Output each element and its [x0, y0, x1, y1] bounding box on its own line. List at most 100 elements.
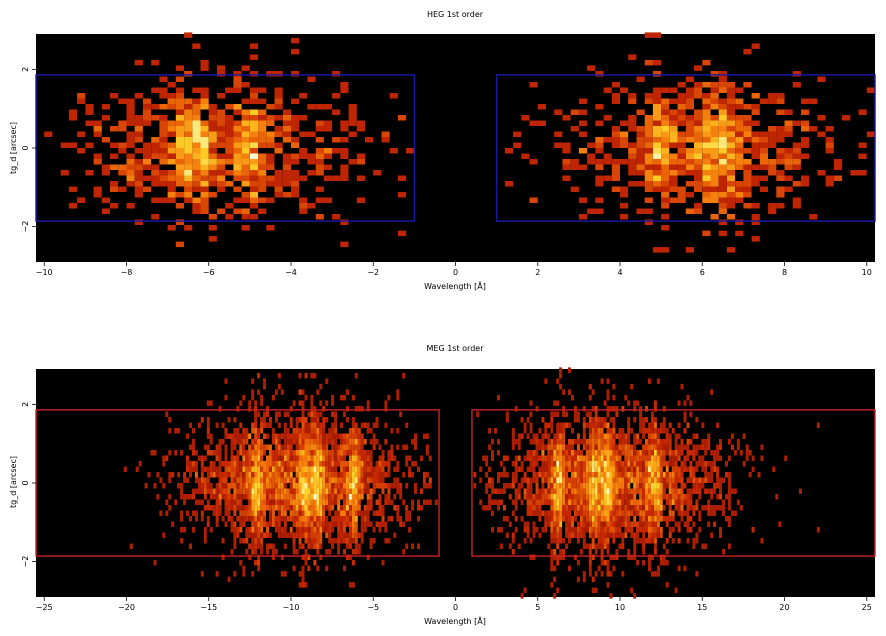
heg-count-cell: [241, 214, 250, 220]
heg-count-cell: [702, 153, 711, 159]
meg-count-cell: [606, 461, 610, 467]
meg-count-cell: [233, 455, 237, 461]
heg-count-cell: [702, 142, 711, 148]
meg-count-cell: [295, 521, 299, 527]
heg-count-cell: [175, 109, 184, 115]
meg-count-cell: [633, 461, 637, 467]
heg-count-cell: [126, 181, 135, 187]
heg-count-cell: [661, 159, 670, 165]
meg-count-cell: [553, 466, 557, 472]
meg-count-cell: [411, 543, 415, 549]
meg-count-cell: [571, 483, 574, 489]
heg-count-cell: [200, 208, 209, 214]
meg-count-cell: [532, 450, 536, 456]
meg-count-cell: [192, 444, 195, 450]
meg-count-cell: [639, 494, 643, 500]
meg-count-cell: [274, 444, 278, 450]
meg-count-cell: [639, 538, 643, 544]
heg-count-cell: [776, 126, 785, 132]
meg-count-cell: [642, 466, 646, 472]
meg-count-cell: [289, 461, 293, 467]
heg-count-cell: [167, 126, 176, 132]
heg-count-cell: [726, 164, 736, 170]
meg-count-cell: [576, 472, 580, 478]
meg-count-cell: [677, 400, 681, 406]
meg-count-cell: [351, 538, 355, 544]
heg-count-cell: [356, 197, 365, 203]
meg-count-cell: [236, 505, 240, 511]
heg-count-cell: [587, 142, 596, 148]
heg-count-cell: [200, 120, 209, 126]
heg-count-cell: [225, 142, 234, 148]
heg-count-cell: [726, 159, 736, 165]
meg-count-cell: [331, 400, 335, 406]
heg-count-cell: [217, 170, 226, 176]
meg-count-cell: [633, 466, 637, 472]
meg-count-cell: [319, 510, 323, 516]
meg-count-cell: [591, 483, 595, 489]
meg-count-cell: [328, 521, 332, 527]
meg-count-cell: [630, 472, 634, 478]
meg-count-cell: [236, 455, 240, 461]
heg-count-cell: [282, 164, 291, 170]
meg-count-cell: [624, 394, 628, 401]
meg-count-cell: [260, 510, 264, 516]
heg-count-cell: [726, 170, 736, 176]
heg-panel: HEG 1st order −10 −8 −6 −4 −2 0 2 4 6 8 10 −202 Wa…: [9, 10, 876, 291]
heg-count-cell: [134, 192, 143, 198]
meg-count-cell: [310, 521, 314, 527]
meg-count-cell: [224, 461, 228, 467]
meg-count-cell: [381, 483, 385, 489]
meg-count-cell: [544, 521, 548, 527]
heg-count-cell: [718, 87, 727, 93]
meg-count-cell: [650, 439, 654, 445]
meg-count-cell: [381, 461, 385, 467]
meg-count-cell: [508, 521, 512, 527]
heg-count-cell: [348, 120, 357, 126]
meg-count-cell: [576, 505, 580, 511]
meg-count-cell: [538, 439, 542, 445]
heg-count-cell: [167, 170, 176, 176]
meg-count-cell: [251, 549, 255, 555]
heg-count-cell: [208, 126, 217, 132]
meg-count-cell: [689, 439, 693, 445]
meg-count-cell: [313, 543, 317, 549]
heg-count-cell: [159, 175, 168, 181]
meg-count-cell: [251, 510, 255, 516]
meg-count-cell: [609, 450, 613, 456]
meg-count-cell: [588, 532, 592, 538]
meg-count-cell: [713, 461, 717, 467]
meg-count-cell: [609, 406, 613, 412]
meg-count-cell: [405, 505, 409, 511]
heg-count-cell: [776, 148, 785, 154]
meg-count-cell: [292, 455, 296, 461]
meg-count-cell: [603, 538, 607, 544]
meg-count-cell: [230, 444, 234, 450]
meg-count-cell: [393, 483, 397, 489]
meg-count-cell: [603, 422, 607, 428]
meg-count-cell: [301, 483, 305, 489]
meg-count-cell: [354, 543, 358, 549]
meg-count-cell: [719, 505, 722, 511]
meg-count-cell: [674, 433, 678, 439]
heg-count-cell: [636, 159, 645, 165]
meg-count-cell: [648, 477, 651, 483]
meg-count-cell: [550, 411, 554, 417]
meg-count-cell: [674, 488, 678, 494]
meg-count-cell: [254, 488, 258, 494]
meg-count-cell: [366, 450, 370, 456]
meg-count-cell: [588, 450, 592, 456]
meg-count-cell: [375, 499, 379, 505]
meg-count-cell: [650, 571, 654, 577]
heg-count-cell: [669, 87, 678, 93]
heg-count-cell: [233, 87, 242, 93]
heg-count-cell: [348, 115, 357, 121]
meg-x-tick-label: −5: [367, 603, 379, 612]
heg-count-cell: [636, 181, 645, 187]
heg-count-cell: [389, 93, 398, 99]
meg-count-cell: [248, 477, 252, 483]
meg-count-cell: [618, 527, 622, 533]
meg-count-cell: [313, 444, 317, 450]
heg-count-cell: [142, 120, 152, 126]
heg-count-cell: [768, 164, 777, 170]
